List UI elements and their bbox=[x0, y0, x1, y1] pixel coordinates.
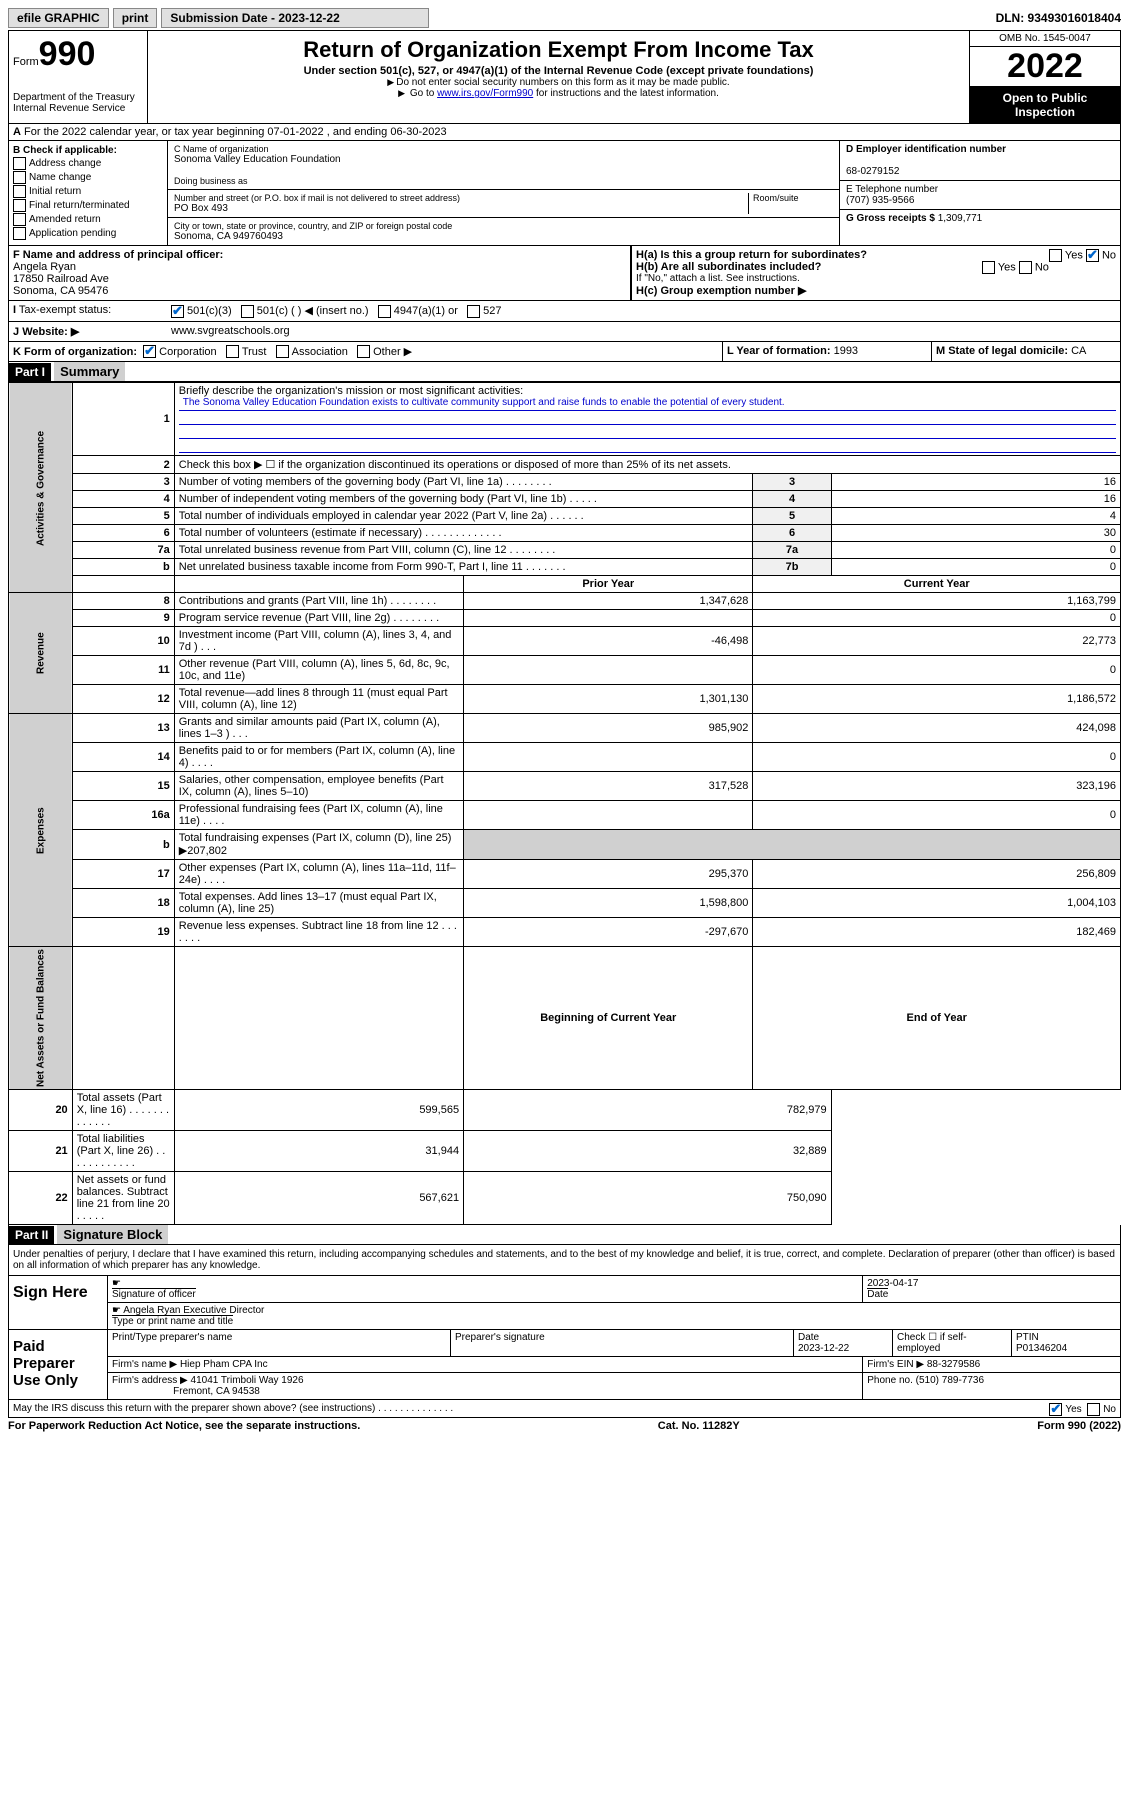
gross-receipts: 1,309,771 bbox=[938, 213, 983, 224]
form-header: Form 990 Department of the Treasury Inte… bbox=[8, 30, 1121, 124]
dept-treasury: Department of the Treasury Internal Reve… bbox=[13, 92, 143, 114]
part1-title: Summary bbox=[54, 362, 125, 381]
part2-title: Signature Block bbox=[57, 1225, 168, 1244]
block-bcd: B Check if applicable: Address change Na… bbox=[8, 141, 1121, 246]
section-governance: Activities & Governance bbox=[9, 383, 73, 593]
website: www.svgreatschools.org bbox=[167, 322, 1120, 341]
row-a: A For the 2022 calendar year, or tax yea… bbox=[8, 124, 1121, 141]
row-i: I Tax-exempt status: 501(c)(3) 501(c) ( … bbox=[8, 301, 1121, 322]
footer: For Paperwork Reduction Act Notice, see … bbox=[8, 1420, 1121, 1432]
col-c: C Name of organization Sonoma Valley Edu… bbox=[168, 141, 840, 245]
topbar: efile GRAPHIC print Submission Date - 20… bbox=[8, 8, 1121, 28]
org-address: PO Box 493 bbox=[174, 203, 748, 214]
ssn-note: Do not enter social security numbers on … bbox=[152, 77, 965, 88]
telephone: (707) 935-9566 bbox=[846, 195, 914, 206]
summary-table: Activities & Governance 1 Briefly descri… bbox=[8, 382, 1121, 1225]
ein: 68-0279152 bbox=[846, 166, 899, 177]
omb-number: OMB No. 1545-0047 bbox=[970, 31, 1120, 47]
part2-header: Part II bbox=[9, 1226, 54, 1244]
open-public: Open to Public Inspection bbox=[970, 87, 1120, 123]
org-name: Sonoma Valley Education Foundation bbox=[174, 154, 833, 165]
efile-button[interactable]: efile GRAPHIC bbox=[8, 8, 109, 28]
submission-date: Submission Date - 2023-12-22 bbox=[161, 8, 429, 28]
row-j: J Website: ▶ www.svgreatschools.org bbox=[8, 322, 1121, 342]
form-subtitle: Under section 501(c), 527, or 4947(a)(1)… bbox=[152, 65, 965, 77]
goto-note: Go to www.irs.gov/Form990 for instructio… bbox=[152, 88, 965, 99]
org-city: Sonoma, CA 949760493 bbox=[174, 231, 833, 242]
tax-year: 2022 bbox=[970, 47, 1120, 87]
section-net: Net Assets or Fund Balances bbox=[9, 947, 73, 1090]
signature-block: Under penalties of perjury, I declare th… bbox=[8, 1245, 1121, 1418]
mission-text: The Sonoma Valley Education Foundation e… bbox=[179, 397, 1116, 411]
row-k: K Form of organization: Corporation Trus… bbox=[8, 342, 1121, 363]
part1-header: Part I bbox=[9, 363, 51, 381]
form-word: Form bbox=[13, 56, 39, 68]
col-b: B Check if applicable: Address change Na… bbox=[9, 141, 168, 245]
form-number: 990 bbox=[39, 35, 96, 74]
row-fh: F Name and address of principal officer:… bbox=[8, 246, 1121, 301]
dln: DLN: 93493016018404 bbox=[996, 11, 1121, 25]
print-button[interactable]: print bbox=[113, 8, 158, 28]
irs-link[interactable]: www.irs.gov/Form990 bbox=[437, 88, 533, 99]
col-d: D Employer identification number 68-0279… bbox=[840, 141, 1120, 245]
form-title: Return of Organization Exempt From Incom… bbox=[152, 37, 965, 63]
